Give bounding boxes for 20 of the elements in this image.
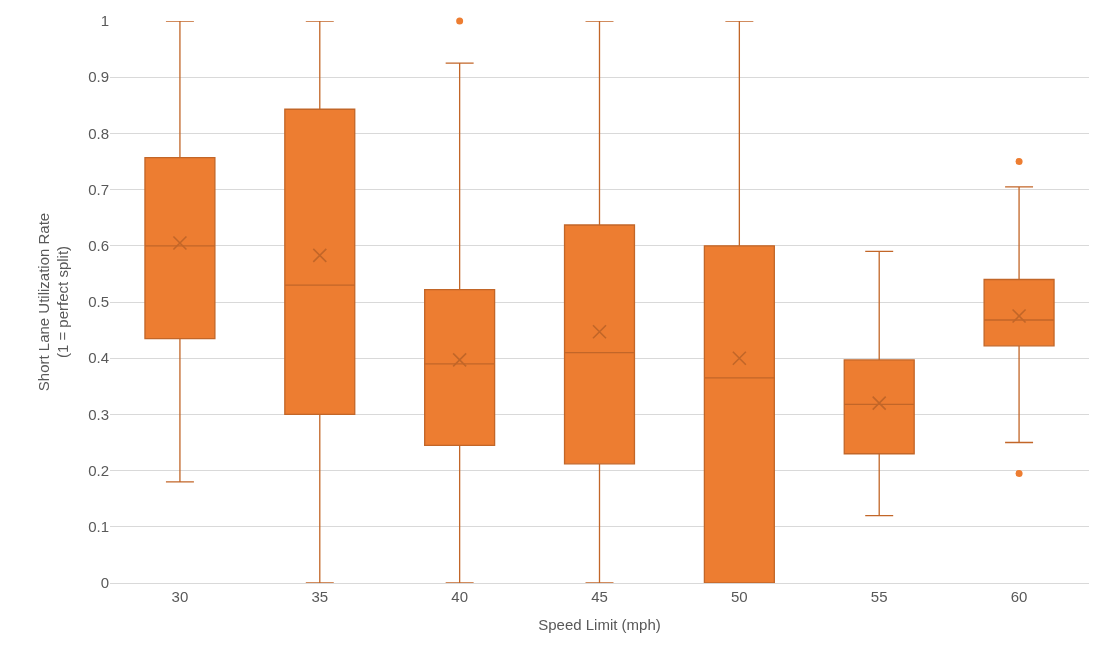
- x-tick-label: 30: [171, 588, 189, 605]
- y-tick-label: 0.4: [88, 349, 109, 367]
- x-axis-title: Speed Limit (mph): [538, 616, 661, 633]
- y-tick-label: 0.2: [88, 461, 109, 479]
- x-tick-label: 50: [731, 588, 748, 605]
- x-tick-label: 55: [870, 588, 888, 605]
- y-tick-label: 0.9: [88, 68, 109, 86]
- y-axis-title: Short Lane Utilization Rate (1 = perfect split): [34, 212, 72, 392]
- y-tick-label: 1: [100, 12, 109, 30]
- y-tick-label: 0.3: [88, 405, 109, 423]
- y-tick-label: 0: [100, 574, 109, 592]
- y-tick-label: 0.8: [88, 124, 109, 142]
- y-tick-label: 0.1: [88, 518, 109, 536]
- x-tick-label: 45: [591, 588, 608, 605]
- y-tick-label: 0.7: [88, 180, 109, 198]
- x-tick-label: 60: [1010, 588, 1028, 605]
- y-tick-label: 0.6: [88, 237, 109, 255]
- y-tick-label: 0.5: [88, 293, 109, 311]
- x-tick-label: 35: [311, 588, 329, 605]
- x-tick-label: 40: [451, 588, 468, 605]
